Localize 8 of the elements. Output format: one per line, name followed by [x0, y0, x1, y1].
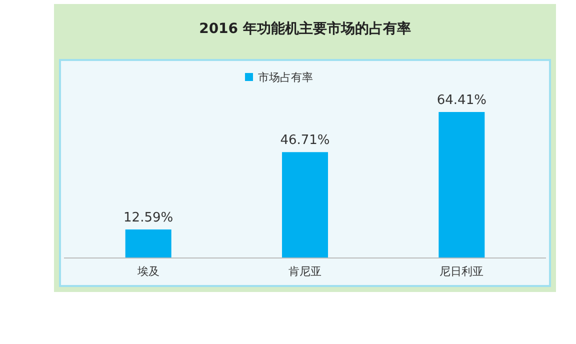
- data-label: 12.59%: [124, 210, 174, 226]
- x-tick-label: 肯尼亚: [288, 265, 322, 278]
- x-tick-label: 埃及: [136, 265, 160, 278]
- data-label: 64.41%: [436, 93, 486, 108]
- legend-label: 市场占有率: [258, 71, 313, 84]
- data-label: 46.71%: [280, 133, 330, 148]
- chart-title: 2016 年功能机主要市场的占有率: [199, 20, 411, 37]
- x-tick-label: 尼日利亚: [440, 265, 484, 278]
